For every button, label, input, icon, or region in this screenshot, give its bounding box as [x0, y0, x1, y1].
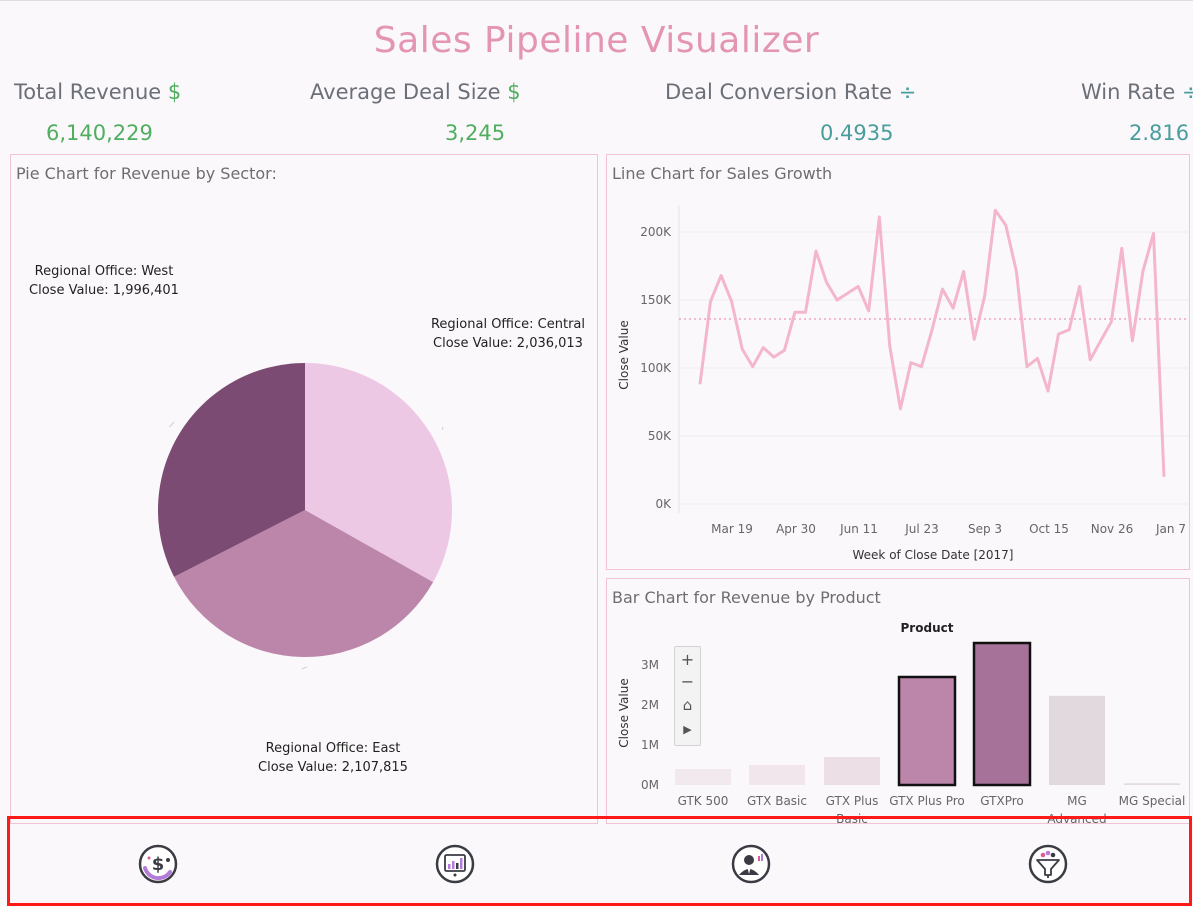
bar-category-label: GTX Plus	[826, 794, 879, 808]
bar-category-label: MG	[1067, 794, 1087, 808]
kpi-label-text: Deal Conversion Rate	[665, 80, 893, 104]
bar	[824, 757, 880, 785]
pie-annotation-line1: Regional Office: East	[266, 741, 401, 756]
revenue-nav-button[interactable]: $	[138, 844, 178, 884]
line-y-tick-label: 100K	[640, 361, 672, 375]
home-button[interactable]: ⌂	[682, 696, 693, 714]
bar	[1049, 695, 1105, 785]
pie-annotation-line1: Regional Office: Central	[431, 317, 585, 332]
line-y-axis-label: Close Value	[617, 320, 631, 389]
kpi-average-deal-value: 3,245	[445, 121, 506, 145]
line-x-tick-label: Jul 23	[904, 522, 939, 536]
divide-glyph-icon: ÷	[1181, 80, 1193, 104]
bar	[1124, 783, 1180, 785]
kpi-label-text: Win Rate	[1081, 80, 1176, 104]
svg-text:$: $	[152, 854, 165, 875]
funnel-icon	[1028, 844, 1068, 884]
kpi-label-text: Average Deal Size	[310, 80, 501, 104]
pie-leader-line	[301, 666, 308, 670]
bar-category-label: GTX Basic	[747, 794, 807, 808]
line-x-tick-label: Sep 3	[968, 522, 1002, 536]
bar-y-tick-label: 3M	[641, 658, 659, 672]
pie-annotation-line1: Regional Office: West	[35, 264, 174, 279]
pie-annotation-line2: Close Value: 2,036,013	[433, 336, 583, 351]
person-icon	[731, 844, 771, 884]
bar-header: Product	[901, 621, 954, 635]
bar	[972, 641, 1032, 787]
bar	[749, 765, 805, 785]
line-y-tick-label: 50K	[648, 429, 672, 443]
divide-glyph-icon: ÷	[898, 80, 917, 104]
page-title: Sales Pipeline Visualizer	[373, 20, 820, 61]
line-x-tick-label: Apr 30	[776, 522, 816, 536]
line-x-tick-label: Jun 11	[839, 522, 878, 536]
kpi-average-deal-label: Average Deal Size $	[310, 80, 521, 104]
line-y-tick-label: 200K	[640, 225, 672, 239]
line-y-tick-label: 0K	[655, 497, 672, 511]
bar-category-label: GTK 500	[678, 794, 729, 808]
line-chart: 0K 50K 100K 150K 200K Close Value Mar 19 Apr 30…	[617, 205, 1189, 562]
pie-annotation-line2: Close Value: 1,996,401	[29, 283, 179, 298]
kpi-total-revenue-label: Total Revenue $	[14, 80, 181, 104]
pipeline-nav-button[interactable]	[1028, 844, 1068, 884]
line-x-axis-label: Week of Close Date [2017]	[853, 548, 1014, 562]
bar-y-tick-label: 2M	[641, 698, 659, 712]
pie-slice	[158, 363, 305, 577]
bar-y-tick-label: 0M	[641, 778, 659, 792]
chart-icon	[435, 844, 475, 884]
bar-y-axis-label: Close Value	[617, 678, 631, 747]
pie-chart-panel: Pie Chart for Revenue by Sector: Regiona…	[10, 154, 598, 824]
dollar-icon: $	[138, 844, 178, 884]
dollar-glyph-icon: $	[507, 80, 521, 104]
line-chart-panel: Line Chart for Sales Growth 0K 50K 100K 150…	[606, 154, 1190, 570]
line-series	[698, 208, 1166, 477]
pan-button[interactable]: ▶	[683, 723, 692, 736]
kpi-win-rate-value: 2.816	[1129, 121, 1190, 145]
top-border	[0, 0, 1193, 1]
pie-slice	[174, 510, 434, 657]
line-x-tick-label: Mar 19	[711, 522, 753, 536]
bar-category-label: GTX Plus Pro	[889, 794, 965, 808]
pie-chart: Regional Office: West Close Value: 1,996,…	[29, 264, 585, 775]
analytics-nav-button[interactable]	[435, 844, 475, 884]
line-x-tick-label: Jan 7	[1155, 522, 1186, 536]
kpi-total-revenue-value: 6,140,229	[46, 121, 153, 145]
agents-nav-button[interactable]	[731, 844, 771, 884]
line-chart-title: Line Chart for Sales Growth	[612, 164, 833, 183]
bar-chart-title: Bar Chart for Revenue by Product	[612, 588, 881, 607]
bar-chart: Product Close Value 0M 1M 2M 3M GTK 500 GTX Bas…	[617, 621, 1186, 823]
pie-slice	[305, 363, 452, 583]
bottom-navigation-bar: $	[7, 816, 1192, 906]
kpi-conversion-rate-value: 0.4935	[820, 121, 894, 145]
line-y-tick-label: 150K	[640, 293, 672, 307]
bar	[675, 769, 731, 785]
bar-y-tick-label: 1M	[641, 738, 659, 752]
bar-category-label: MG Special	[1119, 794, 1186, 808]
pie-chart-title: Pie Chart for Revenue by Sector:	[16, 164, 277, 183]
line-x-tick-label: Oct 15	[1029, 522, 1069, 536]
bar-chart-panel: Bar Chart for Revenue by Product Product…	[606, 578, 1190, 824]
pie-annotation-line2: Close Value: 2,107,815	[258, 760, 408, 775]
pie-leader-line	[441, 426, 444, 430]
bar	[897, 675, 957, 787]
kpi-conversion-rate-label: Deal Conversion Rate ÷	[665, 80, 916, 104]
kpi-label-text: Total Revenue	[14, 80, 162, 104]
zoom-in-button[interactable]: +	[680, 650, 695, 669]
kpi-win-rate-label: Win Rate ÷	[1081, 80, 1193, 104]
line-x-tick-label: Nov 26	[1091, 522, 1134, 536]
dollar-glyph-icon: $	[167, 80, 182, 104]
bar-category-label: GTXPro	[980, 794, 1023, 808]
map-zoom-controls: + − ⌂ ▶	[674, 646, 701, 746]
pie-leader-line	[169, 421, 175, 428]
zoom-out-button[interactable]: −	[680, 672, 695, 691]
